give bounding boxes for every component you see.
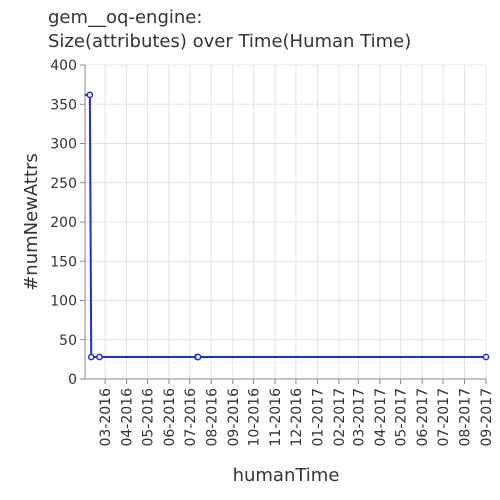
data-point bbox=[87, 92, 92, 97]
x-tick-label: 09-2016 bbox=[226, 388, 242, 447]
x-tick-label: 08-2017 bbox=[457, 388, 473, 447]
x-tick-label: 05-2016 bbox=[140, 388, 156, 447]
x-tick-label: 07-2016 bbox=[183, 388, 199, 447]
x-tick-label: 03-2017 bbox=[351, 388, 367, 447]
grid bbox=[85, 65, 486, 379]
y-tick-label: 200 bbox=[50, 215, 77, 231]
data-point bbox=[89, 354, 94, 359]
y-tick-label: 350 bbox=[50, 97, 77, 113]
x-tick-label: 01-2017 bbox=[310, 388, 326, 447]
data-point bbox=[195, 354, 200, 359]
x-tick-label: 06-2017 bbox=[415, 388, 431, 447]
y-axis-ticks: 0 50 100 150 200 250 300 350 400 bbox=[50, 58, 85, 388]
y-tick-label: 100 bbox=[50, 294, 77, 310]
y-tick-label: 50 bbox=[59, 333, 77, 349]
x-tick-label: 11-2016 bbox=[268, 388, 284, 447]
x-tick-label: 04-2016 bbox=[120, 388, 136, 447]
y-tick-label: 0 bbox=[68, 372, 77, 388]
x-axis-label: humanTime bbox=[233, 465, 340, 486]
y-tick-label: 300 bbox=[50, 137, 77, 153]
x-tick-label: 04-2017 bbox=[373, 388, 389, 447]
data-point bbox=[483, 354, 488, 359]
x-tick-label: 08-2016 bbox=[204, 388, 220, 447]
x-tick-label: 12-2016 bbox=[289, 388, 305, 447]
y-tick-label: 400 bbox=[50, 58, 77, 74]
x-tick-label: 07-2017 bbox=[436, 388, 452, 447]
data-point bbox=[97, 354, 102, 359]
series-layer bbox=[85, 92, 489, 359]
y-tick-label: 250 bbox=[50, 176, 77, 192]
x-tick-label: 02-2017 bbox=[332, 388, 348, 447]
x-tick-label: 05-2017 bbox=[394, 388, 410, 447]
x-tick-label: 03-2016 bbox=[98, 388, 114, 447]
y-tick-label: 150 bbox=[50, 254, 77, 270]
x-tick-label: 10-2016 bbox=[247, 388, 263, 447]
series-line bbox=[85, 95, 486, 357]
x-tick-label: 06-2016 bbox=[162, 388, 178, 447]
x-tick-label: 09-2017 bbox=[479, 388, 495, 447]
x-axis-ticks: 03-2016 04-2016 05-2016 06-2016 07-2016 08-20… bbox=[98, 379, 495, 447]
y-axis-label: #numNewAttrs bbox=[21, 153, 42, 291]
